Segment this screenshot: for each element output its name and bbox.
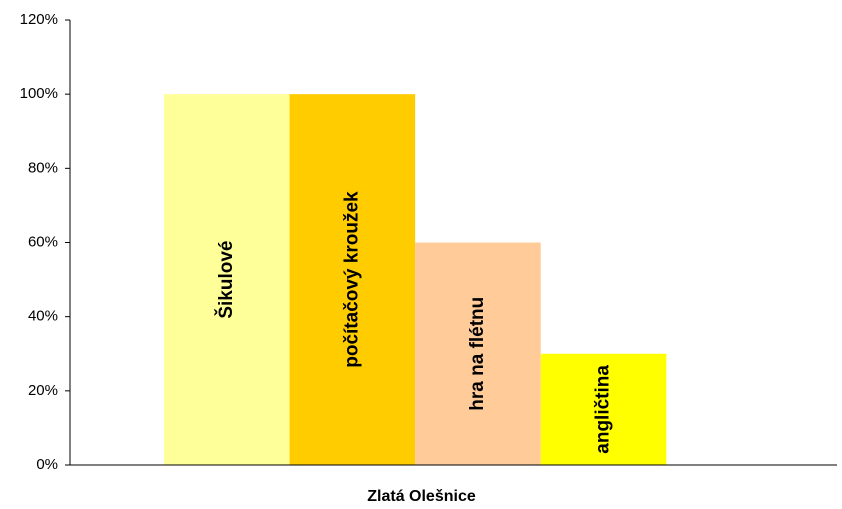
series-label: hra na flétnu: [467, 297, 488, 411]
series-label: angličtina: [593, 365, 614, 454]
bar: [540, 353, 667, 465]
y-tick-label: 100%: [20, 85, 58, 102]
x-axis-category: Zlatá Olešnice: [367, 488, 476, 505]
bar: [163, 94, 290, 466]
series-label: počítačový kroužek: [341, 191, 362, 368]
y-tick-label: 80%: [28, 159, 58, 176]
y-tick-label: 40%: [28, 308, 58, 325]
y-tick-label: 60%: [28, 233, 58, 250]
y-tick-label: 120%: [20, 11, 58, 28]
y-tick-label: 20%: [28, 382, 58, 399]
series-label: Šikulové: [215, 241, 237, 319]
bar: [289, 94, 416, 466]
y-tick-label: 0%: [36, 456, 58, 473]
bar: [415, 242, 541, 465]
